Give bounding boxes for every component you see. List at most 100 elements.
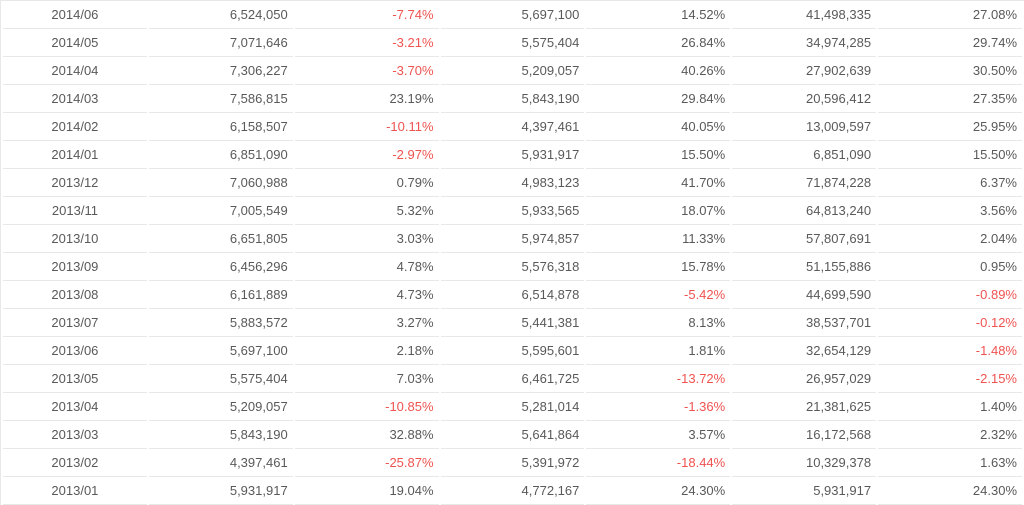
cell-month: 2013/04: [3, 393, 147, 421]
table-row: 2014/06 6,524,050 -7.74% 5,697,100 14.52% 41,…: [3, 1, 1022, 29]
cell-percent-2: 14.52%: [586, 1, 731, 29]
cell-month: 2014/01: [3, 141, 147, 169]
cell-percent-3: 3.56%: [878, 197, 1022, 225]
cell-percent-3: -1.48%: [878, 337, 1022, 365]
cell-percent-3: 30.50%: [878, 57, 1022, 85]
cell-percent-3: 27.08%: [878, 1, 1022, 29]
cell-percent-1: 4.73%: [294, 281, 439, 309]
cell-percent-2: 3.57%: [586, 421, 731, 449]
cell-percent-3: -2.15%: [878, 365, 1022, 393]
table-row: 2014/05 7,071,646 -3.21% 5,575,404 26.84% 34,…: [3, 29, 1022, 57]
cell-month: 2013/09: [3, 253, 147, 281]
table-row: 2014/04 7,306,227 -3.70% 5,209,057 40.26% 27,…: [3, 57, 1022, 85]
cell-percent-1: 3.03%: [294, 225, 439, 253]
cell-percent-3: 0.95%: [878, 253, 1022, 281]
table-row: 2013/01 5,931,917 19.04% 4,772,167 24.30% 5,9…: [3, 477, 1022, 505]
table-row: 2014/03 7,586,815 23.19% 5,843,190 29.84% 20,…: [3, 85, 1022, 113]
cell-number-3: 64,813,240: [732, 197, 877, 225]
cell-percent-1: 0.79%: [294, 169, 439, 197]
cell-number-2: 5,641,864: [440, 421, 585, 449]
table-row: 2013/12 7,060,988 0.79% 4,983,123 41.70% 71,8…: [3, 169, 1022, 197]
cell-month: 2014/03: [3, 85, 147, 113]
cell-percent-2: 41.70%: [586, 169, 731, 197]
cell-percent-2: 8.13%: [586, 309, 731, 337]
cell-number-1: 6,161,889: [148, 281, 293, 309]
cell-number-2: 5,697,100: [440, 1, 585, 29]
cell-number-3: 26,957,029: [732, 365, 877, 393]
cell-number-3: 10,329,378: [732, 449, 877, 477]
cell-number-2: 5,843,190: [440, 85, 585, 113]
cell-number-2: 5,281,014: [440, 393, 585, 421]
cell-percent-2: -1.36%: [586, 393, 731, 421]
cell-number-3: 44,699,590: [732, 281, 877, 309]
cell-number-3: 38,537,701: [732, 309, 877, 337]
cell-percent-1: 2.18%: [294, 337, 439, 365]
cell-percent-1: 32.88%: [294, 421, 439, 449]
cell-percent-3: 15.50%: [878, 141, 1022, 169]
cell-percent-2: -5.42%: [586, 281, 731, 309]
cell-percent-2: -13.72%: [586, 365, 731, 393]
table-row: 2013/05 5,575,404 7.03% 6,461,725 -13.72% 26,…: [3, 365, 1022, 393]
cell-number-2: 5,441,381: [440, 309, 585, 337]
cell-number-1: 7,586,815: [148, 85, 293, 113]
cell-number-3: 21,381,625: [732, 393, 877, 421]
table-body: 2014/06 6,524,050 -7.74% 5,697,100 14.52% 41,…: [3, 1, 1022, 505]
table-row: 2013/07 5,883,572 3.27% 5,441,381 8.13% 38,53…: [3, 309, 1022, 337]
cell-percent-2: 1.81%: [586, 337, 731, 365]
table-row: 2013/09 6,456,296 4.78% 5,576,318 15.78% 51,1…: [3, 253, 1022, 281]
cell-month: 2014/06: [3, 1, 147, 29]
cell-percent-1: 23.19%: [294, 85, 439, 113]
cell-number-2: 6,461,725: [440, 365, 585, 393]
cell-percent-1: -10.11%: [294, 113, 439, 141]
table-row: 2013/10 6,651,805 3.03% 5,974,857 11.33% 57,8…: [3, 225, 1022, 253]
table-row: 2013/06 5,697,100 2.18% 5,595,601 1.81% 32,65…: [3, 337, 1022, 365]
cell-month: 2013/11: [3, 197, 147, 225]
table-row: 2013/02 4,397,461 -25.87% 5,391,972 -18.44% 1…: [3, 449, 1022, 477]
cell-number-3: 32,654,129: [732, 337, 877, 365]
cell-number-1: 5,209,057: [148, 393, 293, 421]
cell-percent-2: 15.50%: [586, 141, 731, 169]
cell-number-2: 4,772,167: [440, 477, 585, 505]
cell-percent-1: -3.70%: [294, 57, 439, 85]
cell-number-3: 71,874,228: [732, 169, 877, 197]
cell-percent-2: 11.33%: [586, 225, 731, 253]
cell-number-2: 5,595,601: [440, 337, 585, 365]
cell-number-3: 16,172,568: [732, 421, 877, 449]
table-row: 2013/08 6,161,889 4.73% 6,514,878 -5.42% 44,6…: [3, 281, 1022, 309]
cell-number-2: 5,933,565: [440, 197, 585, 225]
cell-number-1: 7,071,646: [148, 29, 293, 57]
cell-number-2: 4,397,461: [440, 113, 585, 141]
cell-number-3: 13,009,597: [732, 113, 877, 141]
cell-percent-1: -7.74%: [294, 1, 439, 29]
cell-percent-2: 15.78%: [586, 253, 731, 281]
table-row: 2014/01 6,851,090 -2.97% 5,931,917 15.50% 6,8…: [3, 141, 1022, 169]
cell-month: 2014/05: [3, 29, 147, 57]
cell-percent-3: 24.30%: [878, 477, 1022, 505]
table-row: 2014/02 6,158,507 -10.11% 4,397,461 40.05% 13…: [3, 113, 1022, 141]
cell-month: 2013/02: [3, 449, 147, 477]
cell-number-3: 51,155,886: [732, 253, 877, 281]
table-row: 2013/03 5,843,190 32.88% 5,641,864 3.57% 16,1…: [3, 421, 1022, 449]
cell-percent-1: 5.32%: [294, 197, 439, 225]
cell-percent-1: -2.97%: [294, 141, 439, 169]
cell-number-1: 6,456,296: [148, 253, 293, 281]
cell-percent-3: 25.95%: [878, 113, 1022, 141]
cell-month: 2013/12: [3, 169, 147, 197]
cell-number-2: 4,983,123: [440, 169, 585, 197]
cell-number-1: 5,931,917: [148, 477, 293, 505]
cell-percent-1: 3.27%: [294, 309, 439, 337]
cell-number-3: 34,974,285: [732, 29, 877, 57]
cell-percent-3: 27.35%: [878, 85, 1022, 113]
cell-month: 2013/07: [3, 309, 147, 337]
cell-number-1: 7,306,227: [148, 57, 293, 85]
cell-month: 2013/01: [3, 477, 147, 505]
cell-number-2: 6,514,878: [440, 281, 585, 309]
cell-number-1: 6,524,050: [148, 1, 293, 29]
cell-percent-2: 18.07%: [586, 197, 731, 225]
cell-percent-3: 2.32%: [878, 421, 1022, 449]
cell-number-3: 6,851,090: [732, 141, 877, 169]
cell-number-2: 5,575,404: [440, 29, 585, 57]
cell-percent-3: 6.37%: [878, 169, 1022, 197]
cell-percent-1: 4.78%: [294, 253, 439, 281]
